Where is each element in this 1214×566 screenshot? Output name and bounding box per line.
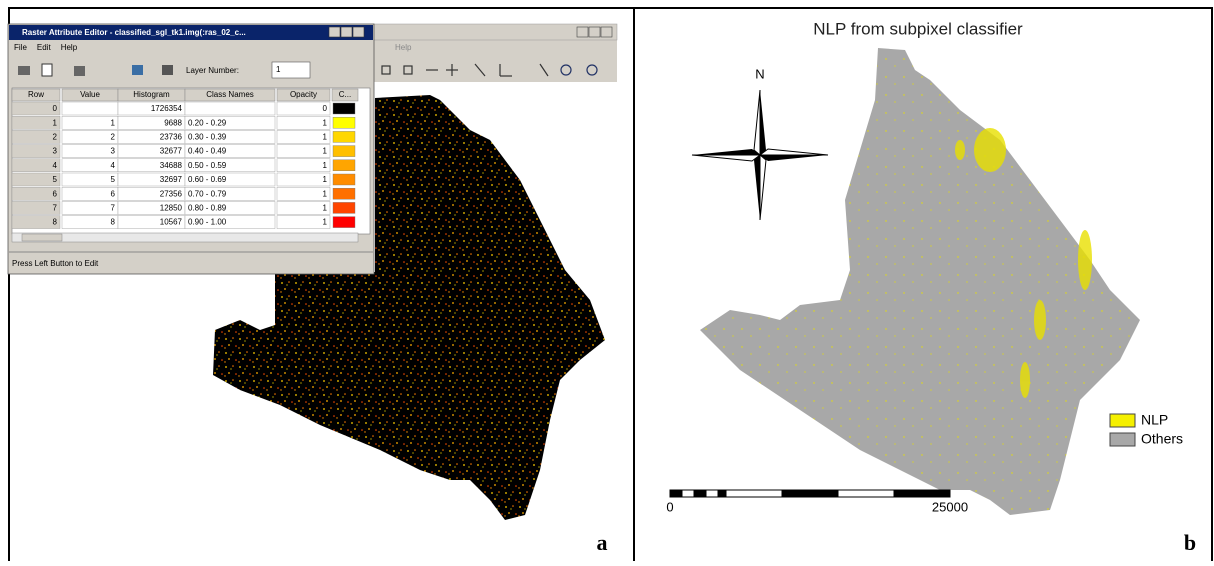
scale-end: 25000 <box>932 499 968 514</box>
menu-item[interactable]: File <box>14 43 27 52</box>
layer-number-label: Layer Number: <box>186 66 239 75</box>
cell-text[interactable]: 1 <box>323 118 328 127</box>
map-title: NLP from subpixel classifier <box>813 19 1023 38</box>
status-bar: Press Left Button to Edit <box>12 259 99 268</box>
cell-text: 5 <box>53 175 58 184</box>
panel-label: a <box>597 530 608 555</box>
cell-text: 4 <box>53 161 58 170</box>
cell-text[interactable]: 12850 <box>160 204 183 213</box>
cell-text[interactable]: 6 <box>111 189 116 198</box>
cell-text: 1 <box>53 118 58 127</box>
cell-text[interactable]: 1726354 <box>151 104 183 113</box>
cell-text: 2 <box>53 133 58 142</box>
cell-text[interactable]: 5 <box>111 175 116 184</box>
legend-label: NLP <box>1141 412 1168 428</box>
cell-text[interactable]: 1 <box>323 189 328 198</box>
layer-number: 1 <box>276 65 281 74</box>
cell-text: 8 <box>53 218 58 227</box>
class-color[interactable] <box>333 131 355 142</box>
menu-item[interactable]: Help <box>61 43 78 52</box>
cell-text[interactable]: 7 <box>111 204 116 213</box>
class-color[interactable] <box>333 160 355 171</box>
cell-text[interactable]: 8 <box>111 218 116 227</box>
cell-text[interactable]: 34688 <box>160 161 183 170</box>
class-color[interactable] <box>333 117 355 128</box>
cell-text[interactable]: 0.20 - 0.29 <box>188 118 227 127</box>
window-title: Raster Attribute Editor - classified_sgl… <box>22 28 246 37</box>
attribute-editor-window: Raster Attribute Editor - classified_sgl… <box>8 24 374 274</box>
cell-text: 7 <box>53 204 58 213</box>
column-header: C... <box>339 90 351 99</box>
cell-text: 3 <box>53 147 58 156</box>
column-header: Class Names <box>206 90 254 99</box>
class-color[interactable] <box>333 202 355 213</box>
cell-text[interactable]: 1 <box>323 161 328 170</box>
cell-text[interactable]: 0.60 - 0.69 <box>188 175 227 184</box>
north-label: N <box>755 66 764 81</box>
scrollbar[interactable] <box>12 233 358 242</box>
figure: Help Raster Attribute Editor - classifie… <box>0 0 1214 561</box>
cell-text[interactable]: 3 <box>111 147 116 156</box>
cell-text[interactable]: 32677 <box>160 147 183 156</box>
cell-text[interactable]: 1 <box>323 133 328 142</box>
column-header: Histogram <box>133 90 170 99</box>
cell-text: 6 <box>53 189 58 198</box>
cell-text: 0 <box>53 104 58 113</box>
panel-label: b <box>1184 530 1196 555</box>
cell-text[interactable]: 0.50 - 0.59 <box>188 161 227 170</box>
cell-text[interactable]: 0.70 - 0.79 <box>188 189 227 198</box>
cell-text[interactable]: 32697 <box>160 175 183 184</box>
cell-text[interactable]: 1 <box>111 118 116 127</box>
class-color[interactable] <box>333 174 355 185</box>
column-header: Opacity <box>290 90 317 99</box>
cell-text[interactable]: 0.40 - 0.49 <box>188 147 227 156</box>
column-header: Value <box>80 90 100 99</box>
cell-text[interactable]: 10567 <box>160 218 183 227</box>
cell-text[interactable]: 0 <box>323 104 328 113</box>
cell-text[interactable]: 1 <box>323 175 328 184</box>
scale-start: 0 <box>666 499 673 514</box>
cell-text[interactable]: 1 <box>323 204 328 213</box>
cell-text[interactable]: 27356 <box>160 189 183 198</box>
cell <box>185 102 275 115</box>
scale-bar <box>670 490 950 497</box>
column-header: Row <box>28 90 44 99</box>
cell-text[interactable]: 1 <box>323 147 328 156</box>
class-color[interactable] <box>333 217 355 228</box>
cell-text[interactable]: 0.90 - 1.00 <box>188 218 227 227</box>
cell-text[interactable]: 23736 <box>160 133 183 142</box>
north-arrow <box>692 90 828 220</box>
cell-text[interactable]: 1 <box>323 218 328 227</box>
cell-text[interactable]: 0.80 - 0.89 <box>188 204 227 213</box>
legend-swatch <box>1110 414 1135 427</box>
legend-label: Others <box>1141 431 1183 447</box>
legend-swatch <box>1110 433 1135 446</box>
menu-item: Help <box>395 43 412 52</box>
region-map <box>700 48 1140 515</box>
cell-text[interactable]: 9688 <box>164 118 182 127</box>
cell-text[interactable]: 0.30 - 0.39 <box>188 133 227 142</box>
cell-text[interactable]: 4 <box>111 161 116 170</box>
menu-item[interactable]: Edit <box>37 43 52 52</box>
window-controls <box>577 27 612 37</box>
class-color[interactable] <box>333 103 355 114</box>
cell <box>62 102 118 115</box>
class-color[interactable] <box>333 188 355 199</box>
cell-text[interactable]: 2 <box>111 133 116 142</box>
class-color[interactable] <box>333 146 355 157</box>
